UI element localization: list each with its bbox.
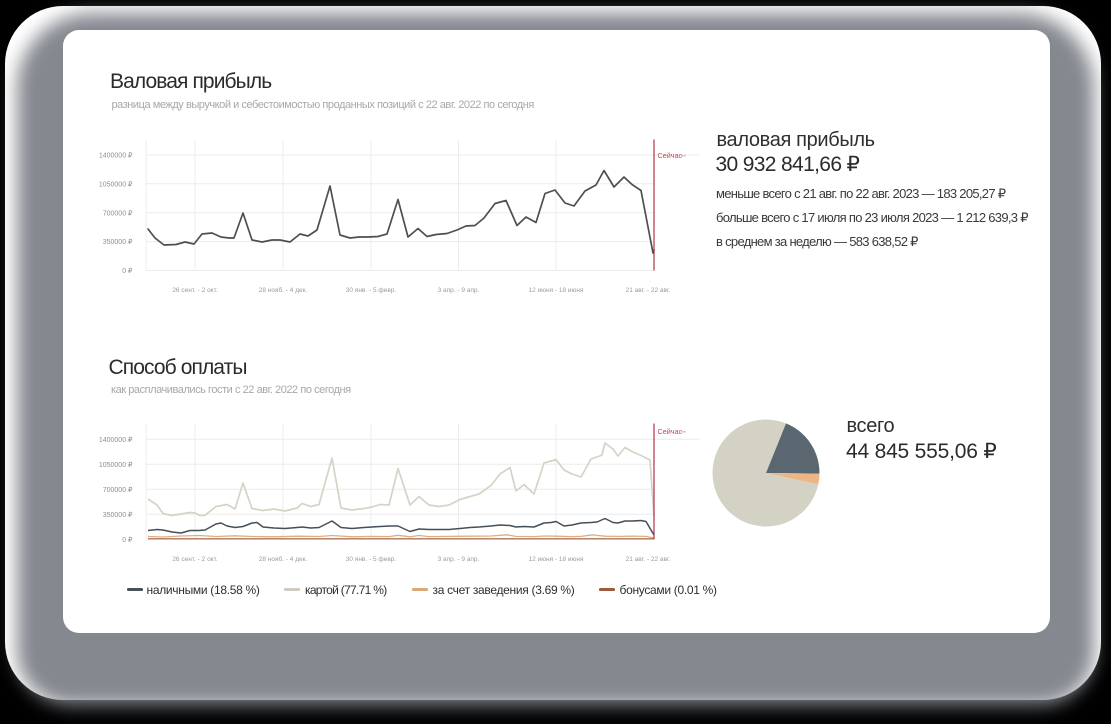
svg-text:0 ₽: 0 ₽ bbox=[122, 536, 133, 544]
svg-text:0 ₽: 0 ₽ bbox=[122, 267, 133, 275]
svg-text:700000 ₽: 700000 ₽ bbox=[103, 486, 133, 494]
svg-text:1400000 ₽: 1400000 ₽ bbox=[99, 436, 133, 444]
svg-text:21 авг. - 22 авг.: 21 авг. - 22 авг. bbox=[626, 556, 671, 563]
svg-text:Сейчас: Сейчас bbox=[658, 427, 683, 436]
svg-text:3 апр. - 9 апр.: 3 апр. - 9 апр. bbox=[438, 287, 480, 294]
svg-text:1050000 ₽: 1050000 ₽ bbox=[99, 180, 133, 188]
svg-text:12 июня - 18 июня: 12 июня - 18 июня bbox=[528, 556, 584, 563]
svg-text:30 янв. - 5 февр.: 30 янв. - 5 февр. bbox=[346, 287, 397, 294]
svg-text:1400000 ₽: 1400000 ₽ bbox=[99, 152, 133, 160]
svg-text:21 авг. - 22 авг.: 21 авг. - 22 авг. bbox=[626, 287, 671, 294]
svg-text:350000 ₽: 350000 ₽ bbox=[103, 238, 133, 246]
svg-text:1050000 ₽: 1050000 ₽ bbox=[99, 461, 133, 469]
svg-text:30 янв. - 5 февр.: 30 янв. - 5 февр. bbox=[346, 556, 397, 563]
svg-text:3 апр. - 9 апр.: 3 апр. - 9 апр. bbox=[438, 556, 480, 563]
svg-text:26 сент. - 2 окт.: 26 сент. - 2 окт. bbox=[172, 287, 218, 294]
svg-text:350000 ₽: 350000 ₽ bbox=[103, 511, 133, 519]
svg-text:Сейчас: Сейчас bbox=[658, 151, 683, 160]
svg-text:700000 ₽: 700000 ₽ bbox=[103, 209, 133, 217]
svg-text:26 сент. - 2 окт.: 26 сент. - 2 окт. bbox=[172, 556, 218, 563]
svg-text:12 июня - 18 июня: 12 июня - 18 июня bbox=[528, 287, 584, 294]
svg-text:28 нояб. - 4 дек.: 28 нояб. - 4 дек. bbox=[259, 286, 308, 294]
svg-text:28 нояб. - 4 дек.: 28 нояб. - 4 дек. bbox=[259, 555, 308, 563]
